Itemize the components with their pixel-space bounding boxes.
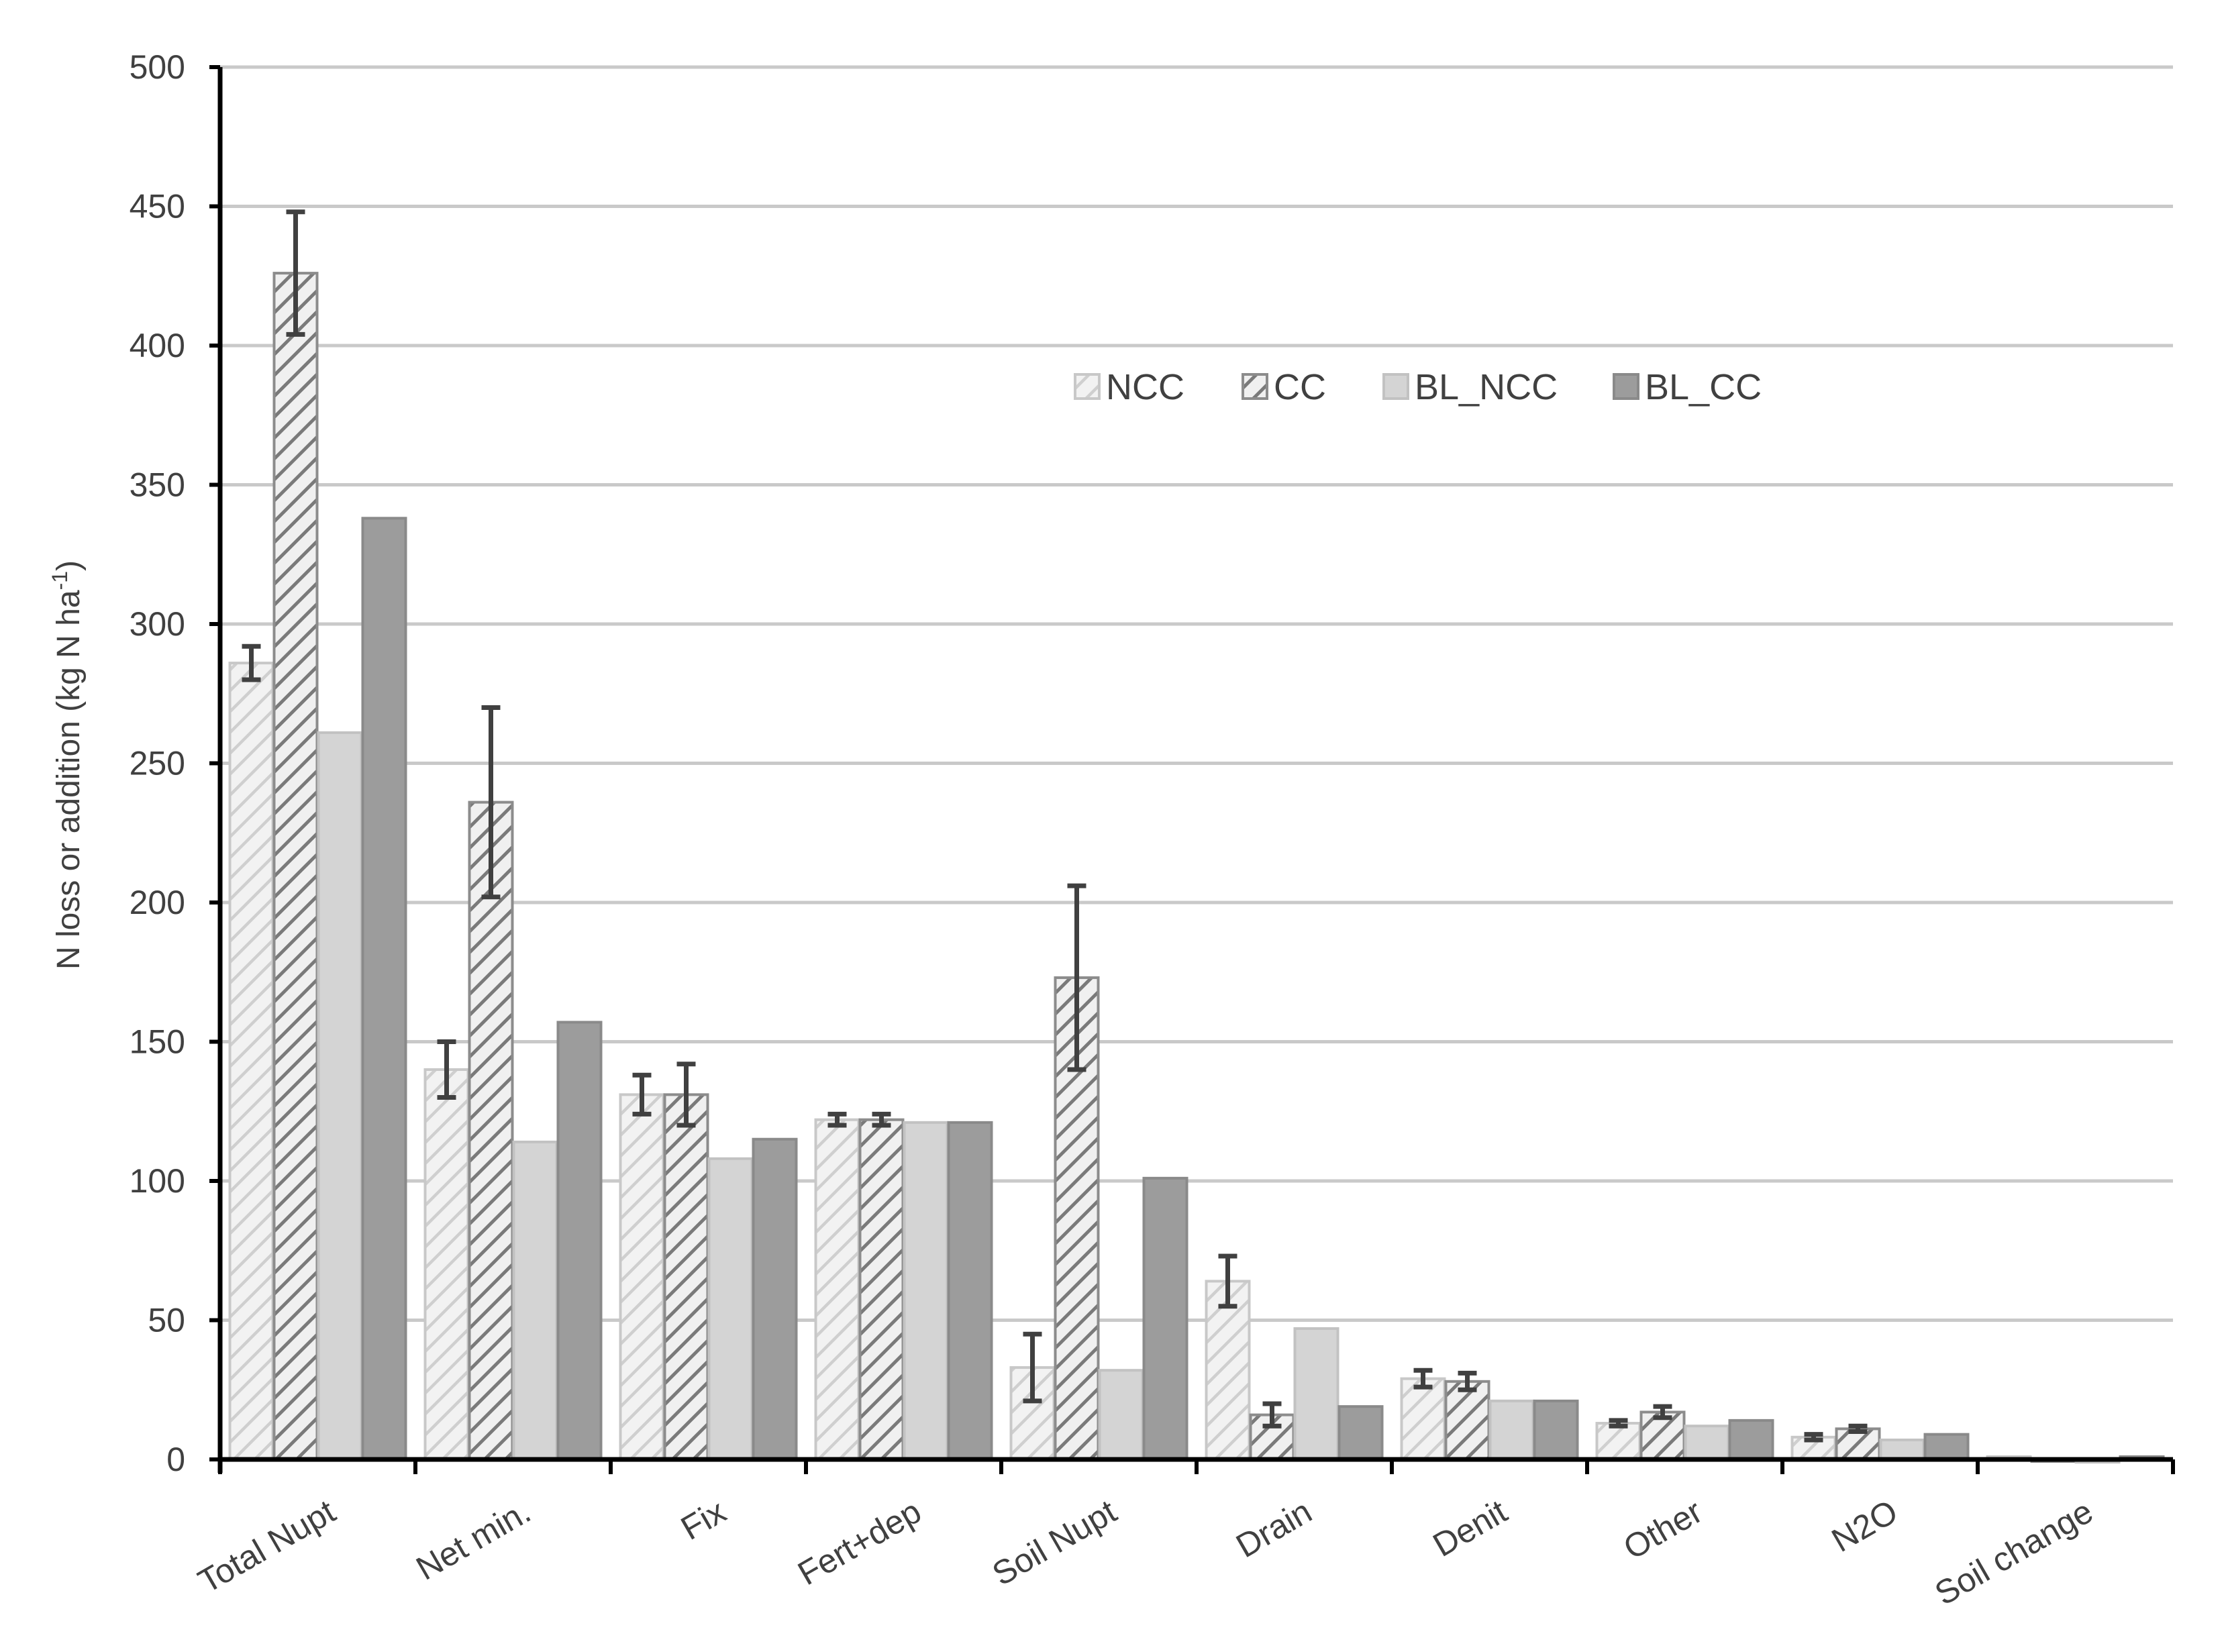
x-tick-label: Fert+dep <box>791 1492 927 1592</box>
bar-bl-cc-soil-nupt <box>1142 1176 1188 1461</box>
bar-bl-cc-net-min- <box>556 1021 603 1461</box>
bar-bl-ncc-fix <box>707 1157 754 1461</box>
x-tick-label: Drain <box>1230 1492 1318 1565</box>
legend-label: CC <box>1274 367 1326 407</box>
bar-cc-net-min- <box>468 801 514 1461</box>
y-tick-label: 50 <box>148 1302 185 1339</box>
bar-bl-ncc-n2o <box>1879 1438 1925 1461</box>
x-tick-labels: Total Nupt Net min. Fix Fert+dep Soil Nupt Dr… <box>192 1492 2099 1612</box>
y-tick-label: 0 <box>166 1441 185 1478</box>
bar-bl-ncc-denit <box>1488 1399 1535 1461</box>
error-bar <box>1653 1404 1672 1421</box>
y-tick-label: 100 <box>130 1162 185 1200</box>
error-bar <box>481 705 501 900</box>
y-tick-label: 350 <box>130 466 185 504</box>
bar-ncc-other <box>1595 1422 1641 1461</box>
x-tick-label: Soil Nupt <box>986 1492 1123 1593</box>
legend-swatch <box>1242 373 1268 400</box>
bar-bl-cc-denit <box>1533 1399 1579 1461</box>
legend-item-cc: CC <box>1242 367 1326 407</box>
bar-bl-ncc-soil-nupt <box>1098 1369 1144 1461</box>
bars <box>228 272 2165 1464</box>
y-tick-label: 400 <box>130 327 185 364</box>
bar-cc-total-nupt <box>272 272 319 1461</box>
error-bar <box>242 643 261 682</box>
error-bar <box>1218 1253 1237 1309</box>
bar-bl-cc-fix <box>752 1137 798 1461</box>
x-tick-label: Fix <box>674 1492 732 1547</box>
bar-bl-ncc-net-min- <box>512 1140 558 1461</box>
error-bar <box>1804 1432 1823 1443</box>
x-tick-label: N2O <box>1825 1492 1904 1559</box>
y-tick-label: 300 <box>130 605 185 643</box>
x-tick-label: Soil change <box>1929 1492 2099 1612</box>
bar-cc-fert-dep <box>858 1118 905 1461</box>
x-tick-label: Total Nupt <box>192 1492 342 1600</box>
error-bar <box>676 1062 696 1128</box>
legend-item-ncc: NCC <box>1074 367 1184 407</box>
bar-bl-cc-total-nupt <box>361 517 407 1461</box>
bar-cc-denit <box>1444 1380 1490 1461</box>
error-bar <box>1458 1370 1477 1392</box>
error-bar <box>1023 1331 1042 1404</box>
bar-bl-ncc-total-nupt <box>317 731 363 1461</box>
bar-bl-cc-fert-dep <box>947 1121 993 1461</box>
x-tick-label: Net min. <box>410 1492 537 1588</box>
bar-bl-cc-drain <box>1337 1405 1384 1461</box>
legend-swatch <box>1613 373 1639 400</box>
legend-swatch <box>1074 373 1101 400</box>
y-tick-label: 150 <box>130 1023 185 1061</box>
y-tick-label: 200 <box>130 884 185 921</box>
y-tick-label: 450 <box>130 188 185 225</box>
legend-swatch <box>1382 373 1409 400</box>
legend: NCC CC BL_NCC BL_CC <box>1074 367 1762 407</box>
legend-item-bl-cc: BL_CC <box>1613 367 1762 407</box>
x-tick-label: Other <box>1617 1492 1709 1567</box>
error-bar <box>1848 1423 1868 1434</box>
bar-ncc-net-min- <box>423 1068 470 1461</box>
bar-ncc-fix <box>619 1093 665 1461</box>
legend-label: BL_NCC <box>1415 367 1558 407</box>
bar-bl-ncc-other <box>1684 1425 1730 1461</box>
error-bar <box>1609 1418 1628 1429</box>
error-bar <box>1413 1367 1433 1390</box>
error-bar <box>872 1111 891 1128</box>
axes <box>209 65 2175 1474</box>
bar-ncc-total-nupt <box>228 662 274 1461</box>
bar-bl-ncc-drain <box>1293 1327 1339 1461</box>
y-tick-label: 500 <box>130 48 185 86</box>
error-bar <box>1262 1401 1282 1429</box>
bar-bl-cc-other <box>1728 1418 1774 1461</box>
error-bar <box>827 1111 847 1128</box>
y-tick-label: 250 <box>130 745 185 782</box>
bar-ncc-fert-dep <box>814 1118 860 1461</box>
legend-label: NCC <box>1106 367 1184 407</box>
error-bar <box>1067 883 1086 1072</box>
x-tick-label: Denit <box>1427 1492 1513 1564</box>
y-axis-label: N loss or addition (kg N ha-1) <box>48 560 87 970</box>
y-tick-labels: 0 50 100 150 200 250 300 350 400 450 500 <box>130 48 185 1478</box>
legend-item-bl-ncc: BL_NCC <box>1382 367 1558 407</box>
error-bar <box>286 209 305 337</box>
bar-bl-cc-n2o <box>1923 1433 1970 1461</box>
bar-ncc-denit <box>1400 1377 1446 1461</box>
error-bar <box>437 1039 456 1100</box>
error-bar <box>632 1072 652 1117</box>
bar-bl-ncc-fert-dep <box>903 1121 949 1461</box>
error-bars <box>242 209 1868 1443</box>
legend-label: BL_CC <box>1645 367 1762 407</box>
bar-cc-fix <box>663 1093 709 1461</box>
